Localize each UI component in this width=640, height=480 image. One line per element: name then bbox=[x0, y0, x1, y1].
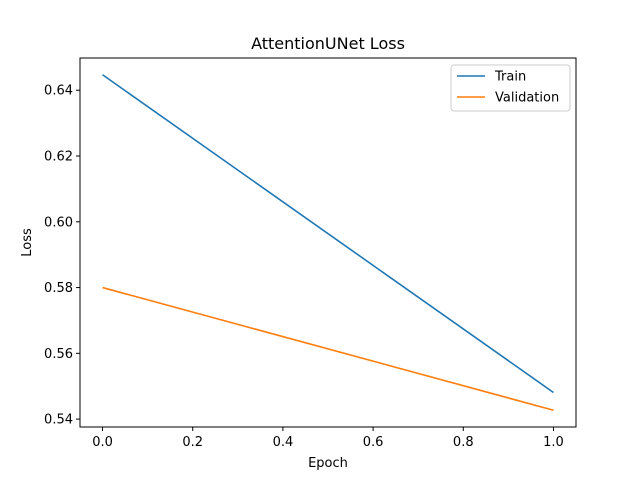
series-layer bbox=[102, 74, 554, 412]
y-tick-label: 0.64 bbox=[44, 84, 73, 99]
plot-area-frame bbox=[79, 57, 577, 428]
x-axis-label: Epoch bbox=[308, 456, 348, 471]
chart-title: AttentionUNet Loss bbox=[251, 34, 405, 53]
series-line-validation bbox=[102, 286, 554, 412]
x-axis-ticks: 0.0 0.2 0.4 0.6 0.8 1.0 bbox=[92, 427, 564, 450]
y-tick-label: 0.56 bbox=[44, 347, 73, 362]
legend: Train Validation bbox=[450, 64, 571, 112]
y-tick-label: 0.62 bbox=[44, 150, 73, 165]
legend-label-validation: Validation bbox=[495, 91, 559, 106]
y-tick-label: 0.60 bbox=[44, 215, 73, 230]
x-tick-label: 0.2 bbox=[182, 435, 203, 450]
y-axis-label: Loss bbox=[20, 228, 35, 257]
x-tick-label: 0.0 bbox=[92, 435, 113, 450]
series-line-train bbox=[102, 74, 554, 394]
x-tick-label: 0.8 bbox=[453, 435, 474, 450]
x-tick-label: 1.0 bbox=[543, 435, 564, 450]
y-tick-label: 0.54 bbox=[44, 413, 73, 428]
y-tick-label: 0.58 bbox=[44, 281, 73, 296]
legend-label-train: Train bbox=[494, 70, 526, 85]
x-tick-label: 0.6 bbox=[363, 435, 384, 450]
y-axis-ticks: 0.54 0.56 0.58 0.60 0.62 0.64 bbox=[44, 84, 80, 428]
x-tick-label: 0.4 bbox=[273, 435, 294, 450]
